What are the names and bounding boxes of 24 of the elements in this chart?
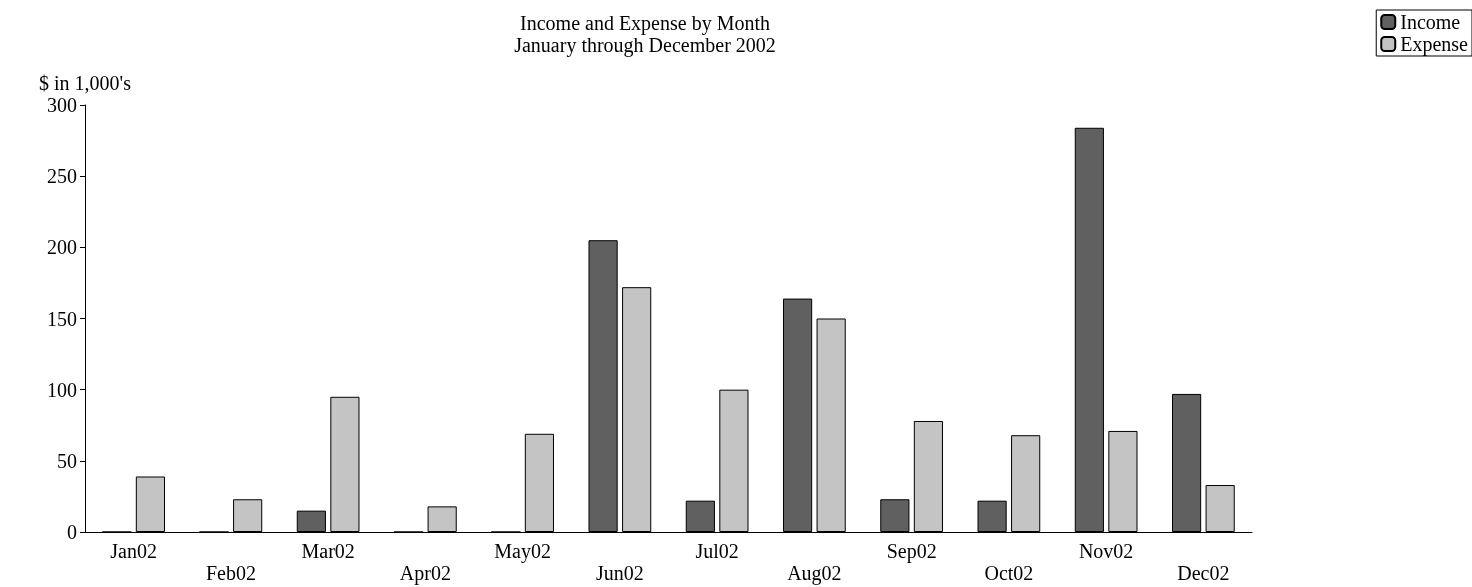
chart-title: Income and Expense by Month <box>520 12 770 35</box>
y-tick-label: 200 <box>47 236 77 259</box>
legend-label: Income <box>1400 11 1461 33</box>
x-tick-label: Apr02 <box>399 562 451 585</box>
x-tick-label: Nov02 <box>1078 540 1134 562</box>
x-tick-label: Jul02 <box>695 540 739 562</box>
y-axis-title: $ in 1,000's <box>39 72 132 94</box>
x-tick-label: Feb02 <box>205 562 256 584</box>
x-tick-label: Jun02 <box>595 562 644 584</box>
y-tick-label: 50 <box>57 449 77 472</box>
x-tick-label: May02 <box>494 540 551 563</box>
x-tick-label: Sep02 <box>886 540 937 563</box>
y-tick-label: 100 <box>47 378 77 401</box>
x-tick-label: Mar02 <box>301 540 355 562</box>
y-tick-label: 300 <box>47 94 77 116</box>
y-tick-label: 250 <box>47 165 77 188</box>
legend-label: Expense <box>1400 33 1469 56</box>
x-tick-label: Oct02 <box>984 562 1034 584</box>
y-tick-label: 150 <box>47 307 77 330</box>
x-tick-label: Jan02 <box>110 540 157 562</box>
chart-subtitle: January through December 2002 <box>514 34 776 57</box>
x-tick-label: Dec02 <box>1177 562 1230 584</box>
y-tick-label: 0 <box>67 521 77 543</box>
x-tick-label: Aug02 <box>787 562 842 585</box>
